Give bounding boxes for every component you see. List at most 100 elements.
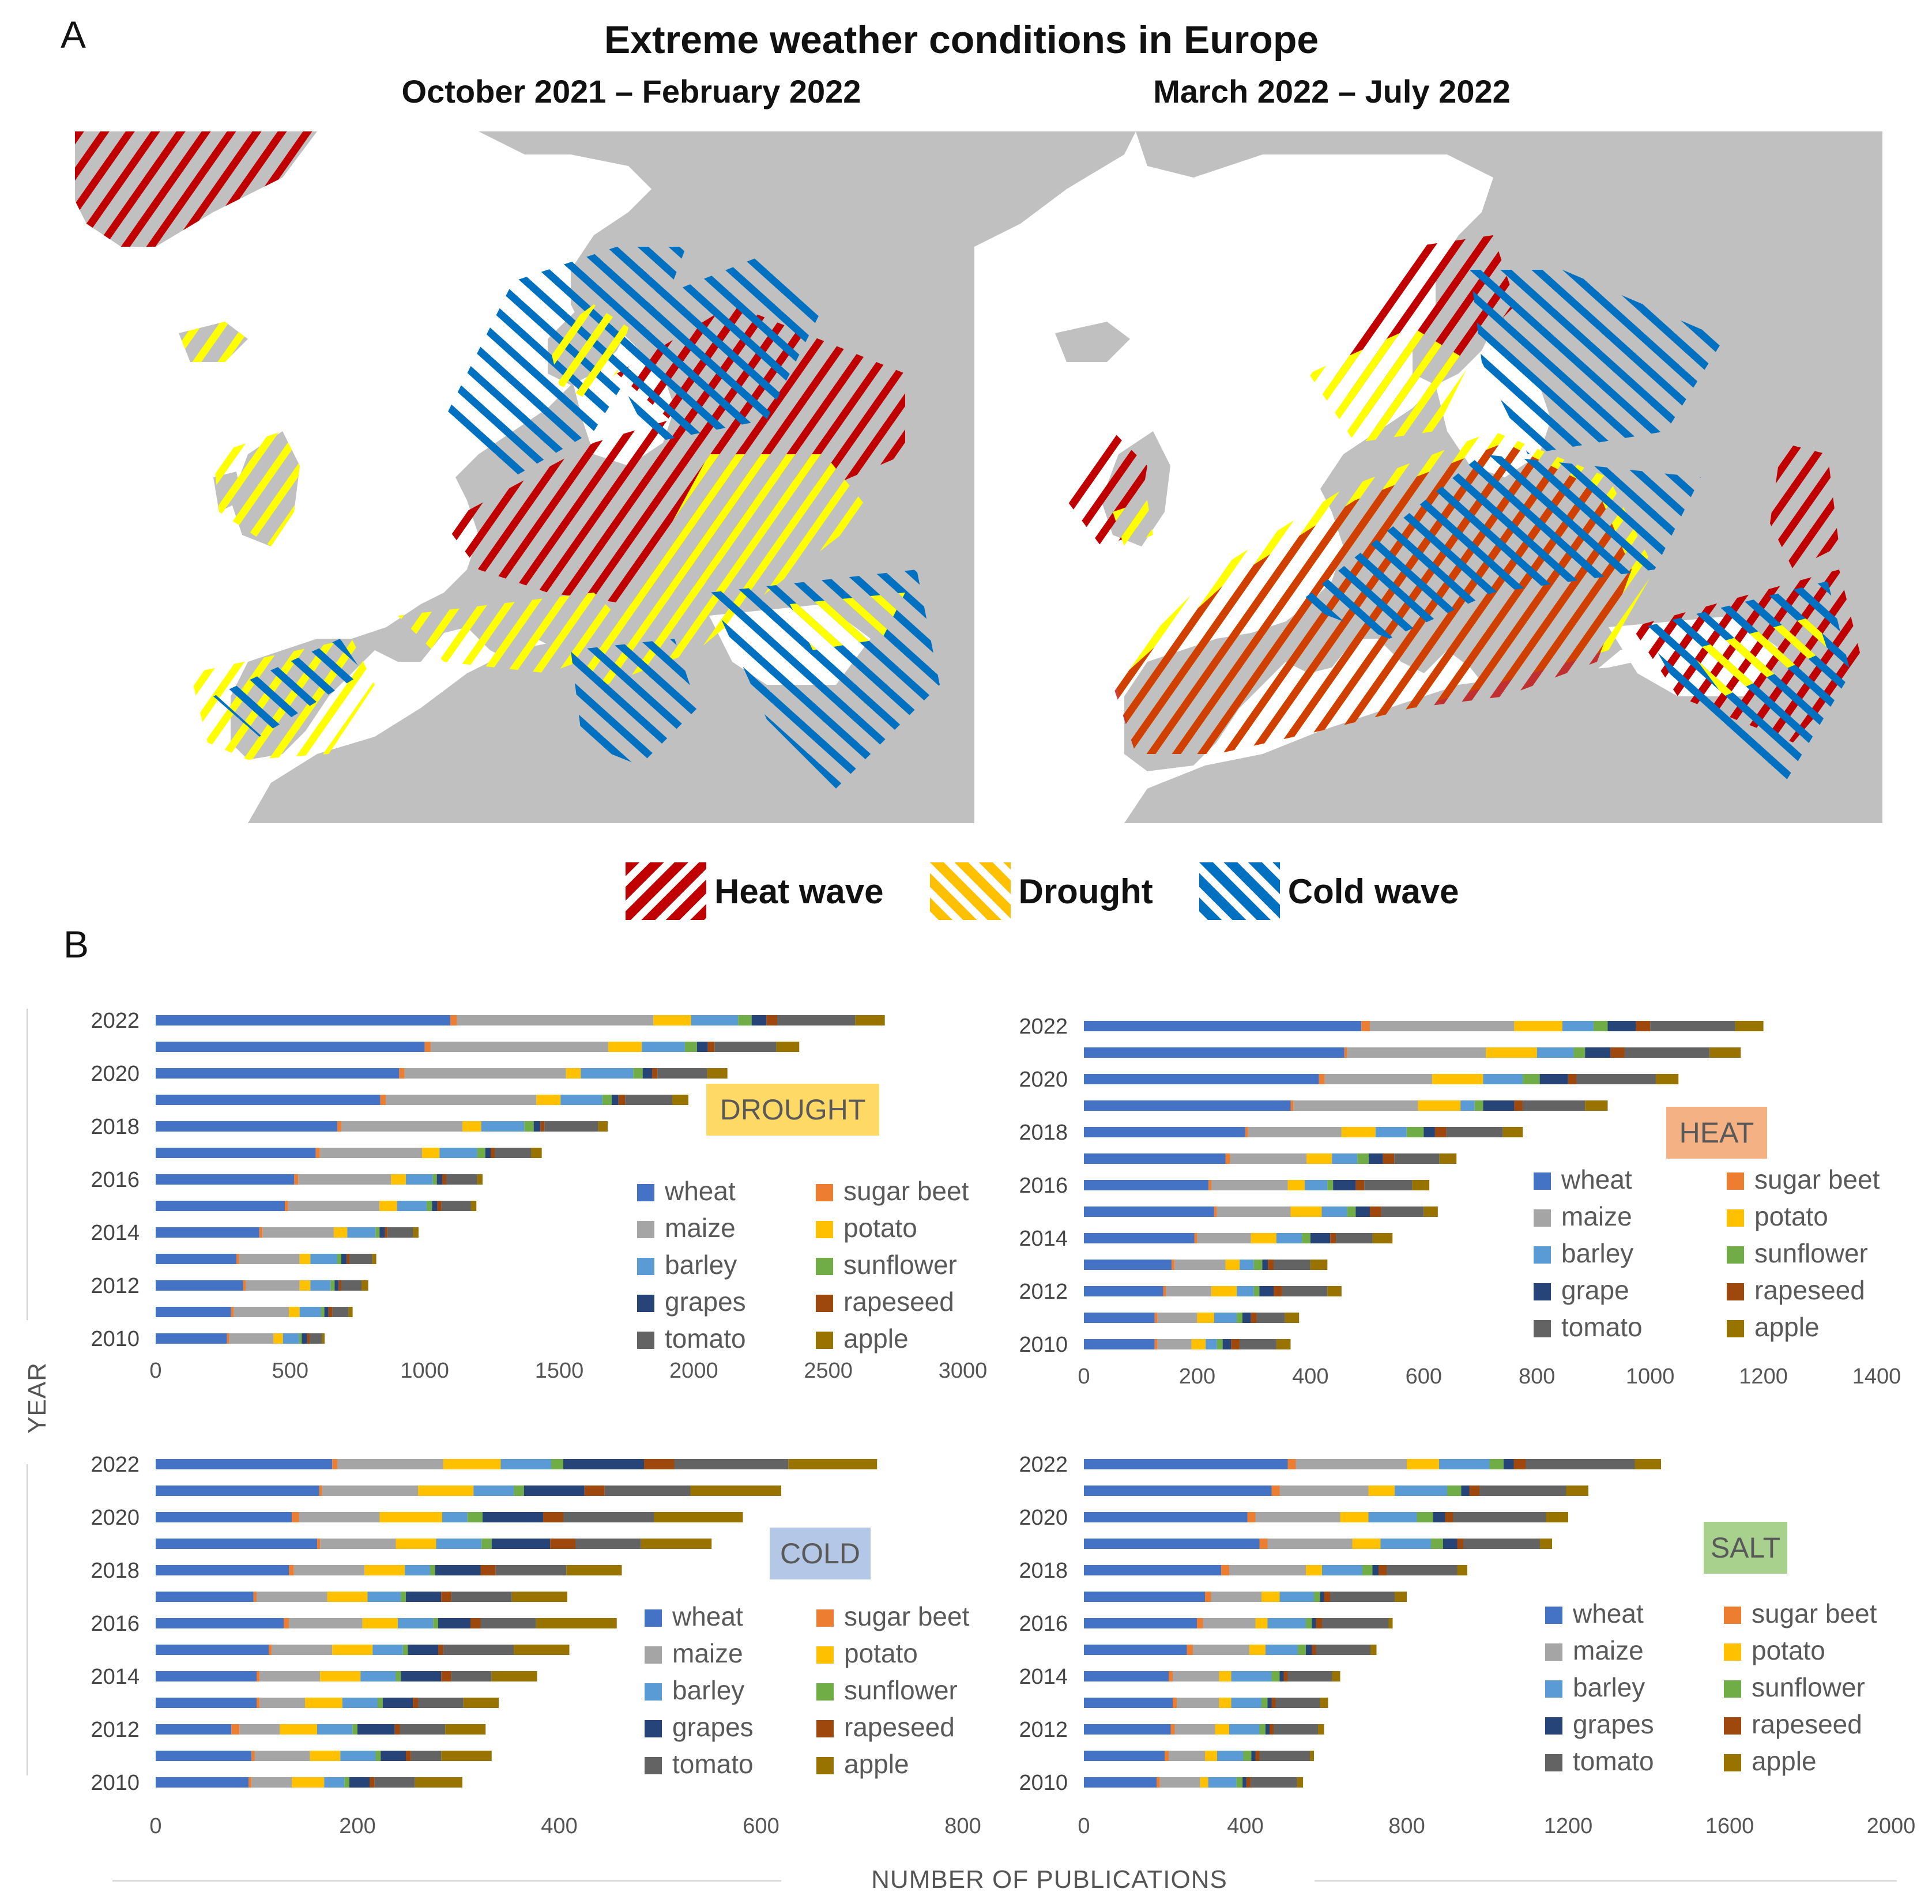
drought-bar-2015-barley [397, 1201, 427, 1211]
heat-wave-label: Heat wave [714, 872, 884, 911]
cold-bar-2018-sugar-beet [289, 1565, 294, 1575]
cold-legend-swatch-barley [645, 1683, 662, 1701]
cold-bar-2015-rapeseed [438, 1645, 443, 1655]
drought-bar-2013-sugar-beet [236, 1254, 239, 1264]
cold-bar-2015-grapes [408, 1645, 438, 1655]
drought-bar-2013-maize [239, 1254, 300, 1264]
cold-bar-2022-barley [500, 1459, 551, 1469]
heat-bar-2013-sugar-beet [1172, 1260, 1175, 1270]
salt-bar-2011-tomato [1259, 1751, 1310, 1761]
cold-bar-2019-maize [320, 1539, 396, 1549]
salt-legend-swatch-tomato [1545, 1754, 1562, 1771]
drought-bar-2013-barley [310, 1254, 337, 1264]
drought-bar-2010-potato [273, 1333, 283, 1344]
salt-bar-2015-maize [1193, 1645, 1249, 1655]
cold-legend-label-potato: potato [844, 1638, 918, 1668]
heat-bar-2015-barley [1321, 1207, 1347, 1217]
drought-bar-2013-sunflower [337, 1254, 341, 1264]
drought-bar-2022-wheat [156, 1015, 450, 1025]
cold-bar-2020-maize [299, 1512, 380, 1522]
heat-x-tick-0: 0 [1078, 1364, 1090, 1389]
salt-bar-2019-potato [1352, 1539, 1381, 1549]
heat-bar-2017-barley [1332, 1153, 1358, 1164]
salt-bar-2010-apple [1297, 1777, 1304, 1788]
drought-bar-2016-apple [477, 1174, 483, 1185]
cold-bar-2016-grapes [438, 1618, 470, 1628]
heat-bar-2016-sugar-beet [1208, 1180, 1211, 1190]
heat-bar-2012-sunflower [1253, 1286, 1260, 1296]
drought-x-tick-1000: 1000 [400, 1359, 449, 1383]
heat-bar-2016-rapeseed [1355, 1180, 1365, 1190]
heat-bar-2018-tomato [1446, 1127, 1503, 1137]
heat-bar-2014-rapeseed [1330, 1233, 1336, 1243]
cold-bar-2010-potato [292, 1777, 325, 1788]
cold-legend-swatch-rapeseed [816, 1720, 834, 1737]
drought-bar-2022-rapeseed [766, 1015, 777, 1025]
cold-bar-2017-rapeseed [441, 1592, 451, 1602]
heat-bar-2022-apple [1735, 1021, 1764, 1031]
cold-bar-2013-maize [259, 1698, 305, 1708]
salt-bar-2019-grapes [1443, 1539, 1458, 1549]
heat-bar-2013-tomato [1274, 1260, 1310, 1270]
salt-bar-2020-grapes [1433, 1512, 1445, 1522]
heat-year-label-2010: 2010 [1019, 1333, 1068, 1357]
salt-legend-swatch-potato [1724, 1643, 1741, 1661]
cold-bar-2012-apple [445, 1724, 486, 1735]
cold-bar-2014-grapes [401, 1671, 442, 1681]
drought-bar-2019-rapeseed [618, 1095, 626, 1105]
heat-bar-2016-barley [1305, 1180, 1328, 1190]
drought-bar-2010-maize [229, 1333, 274, 1344]
heat-bar-2014-wheat [1084, 1233, 1195, 1243]
salt-bar-2013-wheat [1084, 1698, 1173, 1708]
drought-bar-2022-apple [855, 1015, 885, 1025]
salt-bar-2022-potato [1407, 1459, 1439, 1469]
cold-bar-2013-sugar-beet [257, 1698, 260, 1708]
cold-wave-label: Cold wave [1287, 872, 1459, 911]
heat-bar-2022-maize [1369, 1021, 1515, 1031]
cold-bar-2019-barley [436, 1539, 482, 1549]
salt-bar-2020-barley [1368, 1512, 1417, 1522]
salt-bar-2013-maize [1177, 1698, 1219, 1708]
salt-bar-2012-tomato [1274, 1724, 1318, 1735]
drought-x-tick-2000: 2000 [669, 1359, 718, 1383]
drought-legend-swatch-barley [637, 1258, 654, 1275]
cold-bar-2018-maize [293, 1565, 365, 1575]
heat-bar-2012-barley [1237, 1286, 1254, 1296]
cold-legend-label-maize: maize [672, 1638, 743, 1668]
cold-year-label-2018: 2018 [91, 1559, 140, 1583]
heat-bar-2019-wheat [1084, 1100, 1291, 1111]
drought-legend-swatch-rapeseed [816, 1295, 833, 1312]
heat-legend-swatch-tomato [1534, 1320, 1551, 1337]
cold-bar-2019-potato [396, 1539, 436, 1549]
cold-bar-2020-sunflower [467, 1512, 483, 1522]
heat-bar-2018-maize [1248, 1127, 1342, 1137]
drought-bar-2020-sunflower [633, 1068, 643, 1079]
cold-bar-2018-rapeseed [480, 1565, 496, 1575]
heat-bar-2014-potato [1251, 1233, 1276, 1243]
cold-year-label-2020: 2020 [91, 1506, 140, 1530]
cold-russia [1470, 270, 1724, 454]
drought-x-tick-500: 500 [272, 1359, 308, 1383]
drought-year-label-2010: 2010 [91, 1327, 140, 1351]
cold-bar-2010-tomato [374, 1777, 415, 1788]
heat-bar-2018-apple [1502, 1127, 1523, 1137]
panel-b-letter: B [63, 923, 89, 966]
heat-bar-2017-sunflower [1357, 1153, 1369, 1164]
drought-bar-2019-apple [672, 1095, 688, 1105]
drought-bar-2011-apple [348, 1307, 353, 1317]
drought-x-tick-3000: 3000 [939, 1359, 988, 1383]
drought-bar-2015-grapes [432, 1201, 438, 1211]
drought-bar-2014-barley [347, 1227, 376, 1238]
salt-legend-label-sunflower: sunflower [1752, 1672, 1865, 1702]
cold-bar-2021-sunflower [514, 1486, 524, 1496]
drought-bar-2011-wheat [156, 1307, 231, 1317]
heat-bar-2014-apple [1372, 1233, 1393, 1243]
cold-bar-2011-grapes [381, 1751, 406, 1761]
drought-bar-2020-maize [404, 1068, 566, 1079]
salt-bar-2020-wheat [1084, 1512, 1248, 1522]
cold-bar-2018-wheat [156, 1565, 289, 1575]
drought-bar-2017-maize [319, 1148, 422, 1158]
heat-bar-2019-tomato [1523, 1100, 1585, 1111]
heat-bar-2012-tomato [1282, 1286, 1328, 1296]
cold-bar-2016-sunflower [433, 1618, 438, 1628]
